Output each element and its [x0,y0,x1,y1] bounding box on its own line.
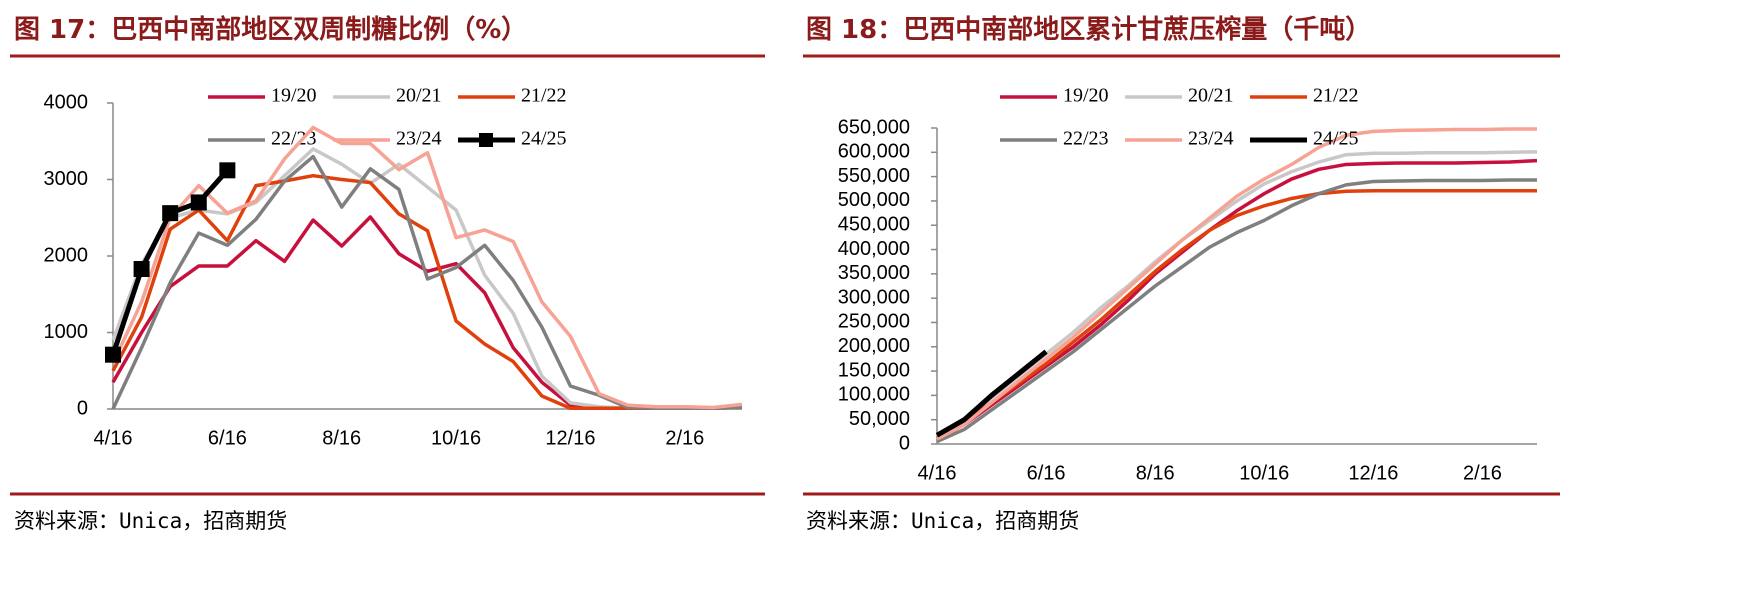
x-tick-label: 2/16 [665,427,704,449]
series-line [111,154,743,410]
series-line [936,178,1537,444]
y-tick-label: 600,000 [838,141,910,163]
x-tick-label: 10/16 [431,427,481,449]
y-tick-label: 50,000 [849,408,910,430]
legend-label: 20/21 [1188,85,1234,107]
y-tick-label: 450,000 [838,214,910,236]
legend-label: 23/24 [396,128,442,150]
y-tick-label: 1000 [44,321,89,343]
y-tick-label: 300,000 [838,286,910,308]
marker [162,205,179,222]
series-line [936,188,1537,440]
chart-title: 图 17：巴西中南部地区双周制糖比例（%） [14,14,527,45]
y-tick-label: 400,000 [838,238,910,260]
series-line [935,349,1048,438]
y-tick-label: 350,000 [838,262,910,284]
x-tick-label: 8/16 [322,427,361,449]
x-tick-label: 6/16 [208,427,247,449]
legend-label: 20/21 [396,85,442,107]
series-line [936,127,1537,441]
legend-label: 21/22 [521,85,567,107]
legend-label: 24/25 [521,128,567,150]
chart-title: 图 18：巴西中南部地区累计甘蔗压榨量（千吨） [806,14,1371,45]
x-tick-label: 4/16 [94,427,133,449]
x-tick-label: 8/16 [1136,462,1175,484]
series-line [936,158,1538,441]
y-tick-label: 100,000 [838,384,910,406]
series-line [111,215,743,410]
marker [219,162,236,179]
x-tick-label: 12/16 [545,427,595,449]
x-tick-label: 6/16 [1027,462,1066,484]
y-tick-label: 3000 [44,168,89,190]
legend-label: 19/20 [271,85,317,107]
x-tick-label: 4/16 [918,462,957,484]
y-tick-label: 4000 [44,91,89,113]
legend-label: 21/22 [1313,85,1359,107]
legend-label: 23/24 [1188,128,1234,150]
x-tick-label: 2/16 [1463,462,1502,484]
marker [190,194,207,211]
x-tick-label: 12/16 [1348,462,1398,484]
y-tick-label: 150,000 [838,359,910,381]
y-tick-label: 250,000 [838,311,910,333]
legend-marker [479,133,493,147]
y-tick-label: 650,000 [838,116,910,138]
y-tick-label: 500,000 [838,189,910,211]
y-tick-label: 2000 [44,244,89,266]
y-tick-label: 550,000 [838,165,910,187]
y-tick-label: 200,000 [838,335,910,357]
source: 资料来源：Unica，招商期货 [806,509,1079,533]
source: 资料来源：Unica，招商期货 [14,509,287,533]
legend-label: 24/25 [1313,128,1359,150]
series-line [111,125,743,410]
x-tick-label: 10/16 [1239,462,1289,484]
marker [105,346,121,363]
y-tick-label: 0 [899,432,910,454]
marker [133,261,150,278]
legend-label: 22/23 [1063,128,1109,150]
legend-label: 19/20 [1063,85,1109,107]
legend-label: 22/23 [271,128,317,150]
y-tick-label: 0 [77,397,88,419]
